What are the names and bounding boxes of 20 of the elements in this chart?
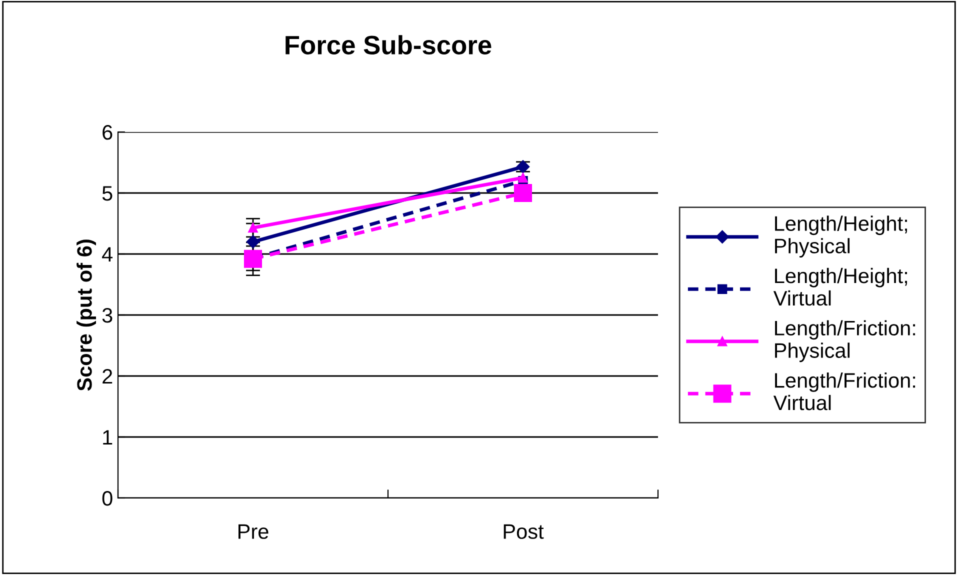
y-tick-label: 4 — [102, 247, 113, 262]
y-tick-label: 1 — [103, 430, 112, 445]
point — [514, 184, 532, 202]
y-tick-label: 3 — [102, 308, 112, 323]
legend-label: Length/Friction: Virtual — [773, 372, 916, 410]
chart-title: Force Sub-score — [286, 35, 492, 54]
y-tick-label: 2 — [102, 369, 112, 384]
point — [248, 222, 258, 233]
point — [244, 250, 262, 268]
point — [246, 235, 260, 248]
y-axis-title: Score (put of 6) — [76, 240, 96, 391]
y-tick-label: 6 — [102, 125, 112, 140]
legend-label: Length/Height; Virtual — [773, 268, 907, 306]
y-tick-label: 5 — [102, 186, 112, 201]
x-tick-label: Pre — [238, 524, 268, 539]
x-tick-label: Post — [504, 524, 544, 539]
legend-label: Length/Friction: Physical — [775, 320, 916, 362]
y-tick-label: 0 — [102, 491, 112, 506]
point — [518, 172, 528, 183]
legend-label: Length/Height; Physical — [775, 216, 907, 258]
